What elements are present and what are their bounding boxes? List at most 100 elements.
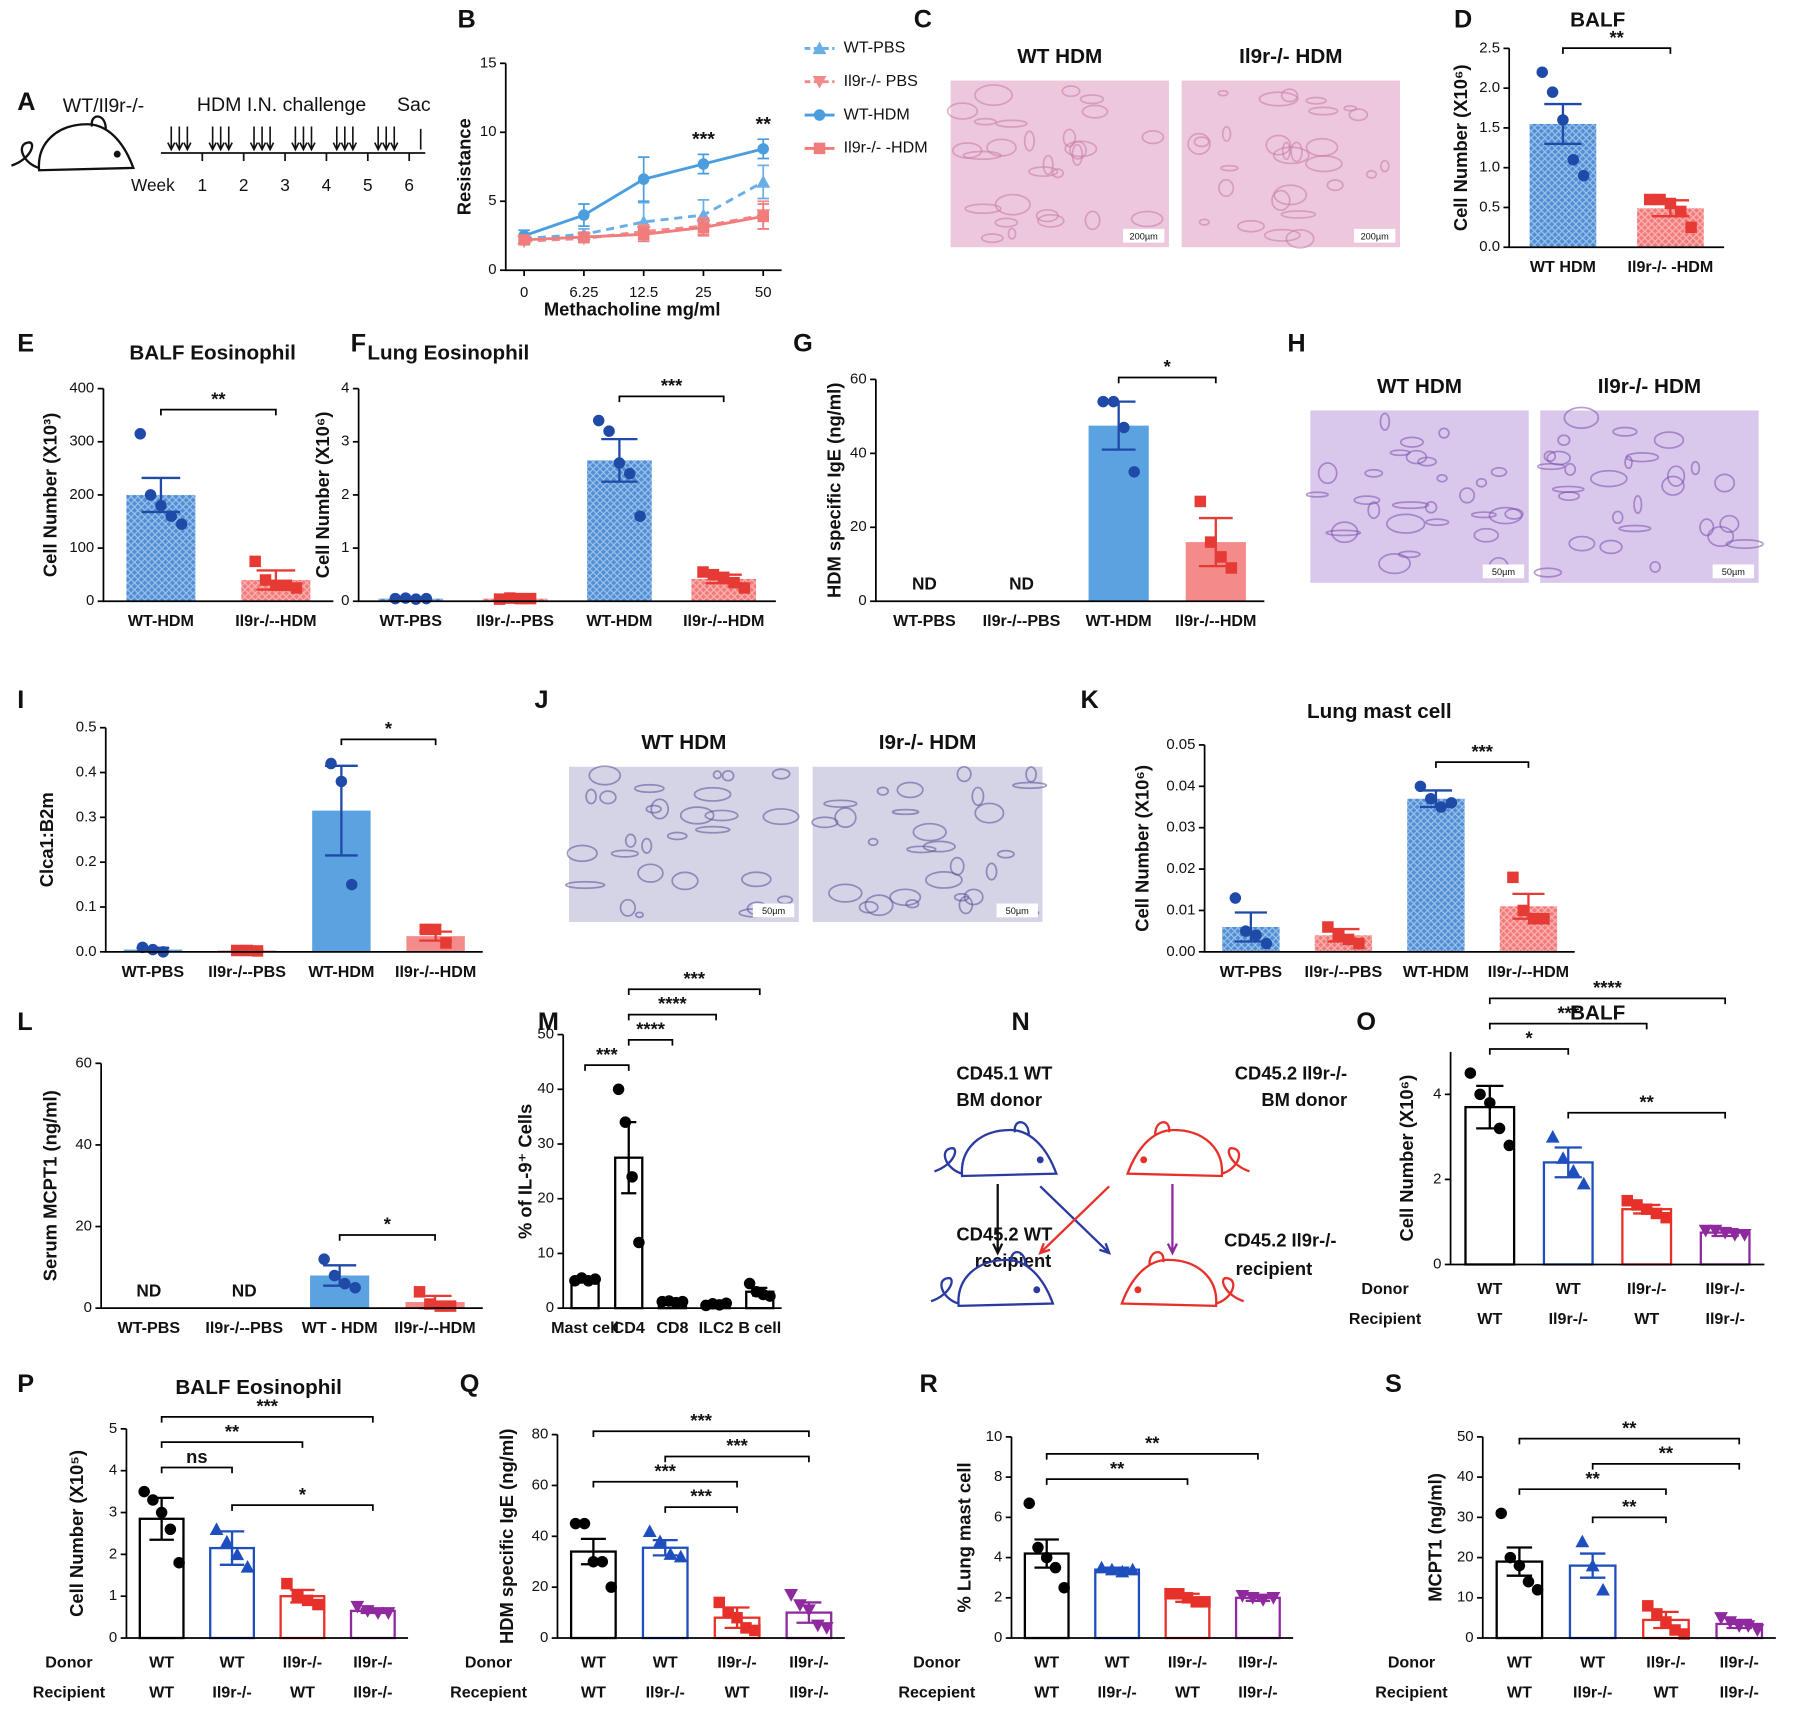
- data-point: [587, 1555, 600, 1568]
- x-tick-label: WT: [1105, 1654, 1130, 1672]
- y-tick-label: 60: [532, 1476, 549, 1493]
- challenge-arrow: [348, 126, 358, 152]
- tissue-texture: [1193, 136, 1210, 148]
- y-tick-label: 2.5: [1479, 39, 1500, 56]
- scale-bar-box: [996, 903, 1038, 918]
- significance-bracket: [231, 1504, 374, 1511]
- data-point: [603, 425, 615, 437]
- y-axis-label: Serum MCPT1 (ng/ml): [40, 1090, 61, 1281]
- data-point: [1118, 421, 1130, 434]
- tissue-texture: [1546, 450, 1572, 466]
- tissue-texture: [1424, 501, 1438, 514]
- node-label: recipient: [1236, 1258, 1313, 1279]
- data-point: [270, 579, 282, 592]
- x-tick-label: WT - HDM: [302, 1319, 378, 1337]
- data-point: [349, 1282, 361, 1294]
- x-row-label: Recepient: [450, 1683, 527, 1701]
- data-point: [1576, 1176, 1591, 1190]
- node-label: CD45.1 WT: [956, 1063, 1053, 1084]
- tissue-texture: [1305, 491, 1329, 498]
- y-tick-label: 0.5: [76, 719, 97, 736]
- panel-letter: M: [538, 1008, 559, 1036]
- x-tick-label: WT: [1634, 1310, 1659, 1328]
- data-point: [1058, 1582, 1070, 1594]
- data-point: [325, 757, 337, 770]
- week-label: 5: [363, 175, 373, 195]
- data-point: [318, 1253, 330, 1265]
- significance-bracket: [1488, 1048, 1570, 1055]
- y-tick-label: 2: [1433, 1170, 1441, 1187]
- y-tick-label: 0: [84, 1299, 92, 1316]
- y-tick-label: 100: [69, 539, 94, 556]
- scale-bar-box: [1122, 228, 1165, 243]
- tissue-texture: [1470, 511, 1497, 519]
- axis-line: [104, 727, 483, 953]
- data-point: [713, 1596, 725, 1609]
- panel-letter: H: [1287, 330, 1305, 358]
- tissue-texture: [1425, 518, 1450, 527]
- data-point: [1173, 1588, 1185, 1600]
- data-point: [175, 518, 188, 530]
- mouse-eye: [113, 150, 121, 158]
- x-tick-label: Il9r-/-: [717, 1654, 756, 1672]
- tissue-texture: [1653, 431, 1685, 449]
- data-point: [740, 1622, 752, 1634]
- x-row-label: Donor: [913, 1654, 961, 1672]
- y-tick-label: 40: [850, 444, 867, 461]
- tissue-texture: [925, 870, 963, 889]
- x-tick-label: WT: [1034, 1683, 1059, 1701]
- axis-line: [100, 1063, 483, 1310]
- tissue-texture: [1557, 434, 1571, 446]
- tissue-texture: [1391, 501, 1430, 510]
- tissue-texture: [1220, 164, 1239, 172]
- data-point: [1507, 871, 1519, 884]
- y-tick-label: 6: [994, 1508, 1002, 1525]
- data-point: [757, 143, 769, 155]
- bar: [587, 460, 652, 602]
- challenge-arrow: [299, 126, 308, 152]
- x-tick-label: WT-HDM: [1086, 612, 1152, 630]
- challenge-arrow: [340, 126, 349, 152]
- transfer-arrow: [992, 1184, 1004, 1256]
- significance-label: ***: [1558, 1002, 1580, 1023]
- data-point: [1474, 1088, 1486, 1101]
- genotype-label: WT/Il9r-/-: [63, 95, 144, 117]
- significance-label: *: [299, 1484, 307, 1505]
- y-tick-label: 400: [69, 380, 94, 397]
- data-point: [381, 1607, 396, 1620]
- data-point: [1353, 937, 1365, 950]
- image-title: Il9r-/- HDM: [1239, 45, 1342, 68]
- tissue-texture: [624, 833, 637, 848]
- x-tick-label: Il9r-/-: [1646, 1654, 1685, 1672]
- data-point: [1577, 169, 1590, 182]
- data-point: [1640, 1203, 1653, 1215]
- x-tick-label: WT-PBS: [1220, 963, 1283, 981]
- significance-bracket: [1518, 1488, 1667, 1495]
- x-tick-label: ILC2: [699, 1319, 734, 1337]
- tissue-texture: [771, 768, 791, 780]
- y-axis-label: HDM specific IgE (ng/ml): [496, 1429, 517, 1644]
- tissue-texture: [1699, 518, 1715, 537]
- challenge-arrow: [167, 126, 176, 152]
- tissue-texture: [564, 880, 606, 890]
- y-tick-label: 40: [1457, 1468, 1474, 1485]
- data-point: [731, 1611, 743, 1624]
- significance-label: ns: [186, 1446, 207, 1467]
- y-tick-label: 300: [69, 433, 94, 450]
- data-point: [1651, 1608, 1663, 1620]
- tissue-texture: [823, 799, 858, 808]
- y-tick-label: 0: [546, 1299, 554, 1316]
- data-point: [1732, 1620, 1747, 1633]
- data-point: [1650, 1207, 1663, 1220]
- significance-label: *: [1164, 356, 1172, 377]
- y-tick-label: 0: [1433, 1255, 1441, 1272]
- data-point: [663, 1547, 678, 1560]
- data-point: [578, 231, 590, 243]
- data-point: [1727, 1228, 1742, 1242]
- x-tick-label: WT: [725, 1683, 750, 1701]
- data-point: [749, 1624, 761, 1637]
- tissue-texture: [1490, 466, 1508, 478]
- data-point: [596, 1555, 609, 1568]
- x-row-label: Donor: [465, 1654, 513, 1672]
- y-tick-label: 2: [994, 1589, 1002, 1606]
